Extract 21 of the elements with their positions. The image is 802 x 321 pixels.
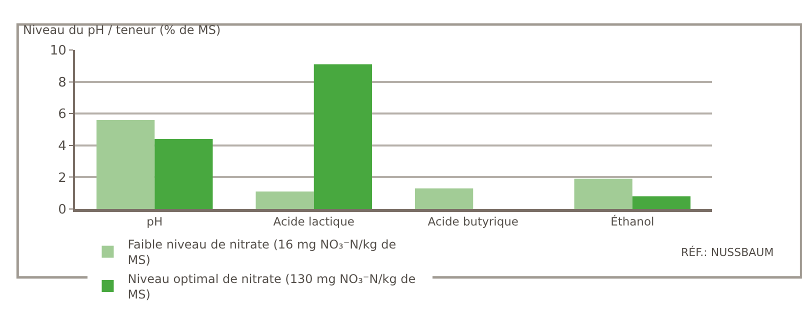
bar	[154, 139, 213, 209]
y-tick-label: 0	[58, 202, 66, 218]
legend-label: Faible niveau de nitrate (16 mg NO₃⁻N/kg de MS)	[128, 238, 396, 268]
bar	[96, 120, 155, 209]
y-tick-label: 10	[50, 44, 66, 59]
text: RÉF.: NUSSBAUM	[681, 245, 774, 259]
bar	[314, 64, 372, 209]
x-tick-label: Acide lactique	[273, 214, 354, 229]
y-axis-title: Niveau du pH / teneur (% de MS)	[23, 23, 221, 37]
legend-label: Niveau optimal de nitrate (130 mg NO₃⁻N/kg de MS)	[128, 272, 416, 302]
bar	[632, 196, 690, 209]
bar	[256, 192, 314, 209]
y-tick-label: 4	[58, 138, 66, 154]
y-tick-label: 8	[58, 75, 66, 90]
x-tick-label: Éthanol	[610, 214, 654, 229]
x-tick-label: Acide butyrique	[428, 214, 518, 229]
y-tick-label: 6	[58, 107, 66, 122]
bar	[574, 178, 632, 209]
x-tick-label: pH	[146, 214, 163, 229]
bar	[415, 188, 474, 209]
y-tick-label: 2	[58, 170, 66, 186]
